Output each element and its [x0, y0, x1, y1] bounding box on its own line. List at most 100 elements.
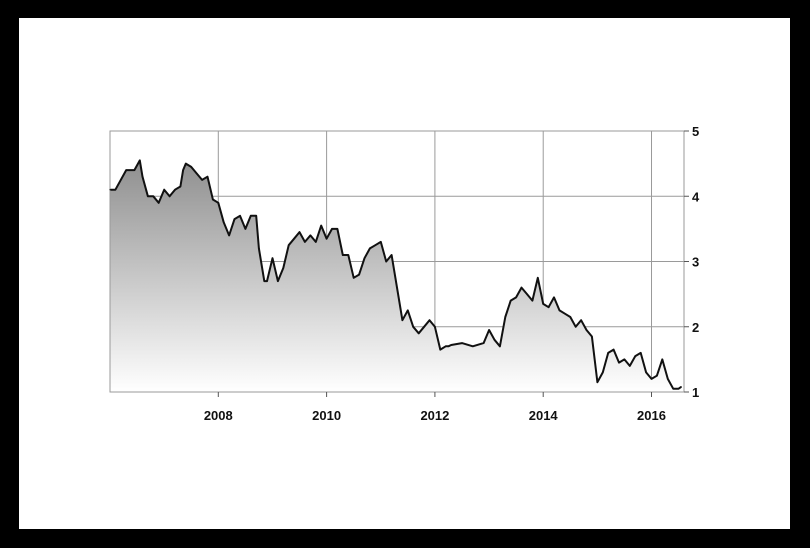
data-point [152, 195, 154, 197]
data-point [326, 238, 328, 240]
data-point [634, 355, 636, 357]
data-point [591, 335, 593, 338]
data-point [650, 378, 653, 380]
data-point [680, 386, 682, 388]
data-point [298, 231, 301, 233]
data-point [255, 215, 257, 217]
data-point [304, 241, 306, 243]
data-point [133, 169, 135, 171]
data-point [109, 189, 111, 191]
data-point [147, 195, 149, 197]
data-point [239, 215, 241, 217]
data-point [374, 244, 376, 246]
data-point [309, 234, 311, 236]
data-point [537, 277, 539, 279]
data-point [277, 280, 279, 282]
data-point [661, 358, 663, 360]
data-point [233, 218, 236, 220]
data-point [125, 169, 127, 171]
data-point [580, 319, 582, 321]
data-point [461, 342, 463, 344]
data-point [250, 215, 252, 217]
x-tick-label: 2016 [637, 408, 666, 423]
data-point [575, 326, 577, 328]
data-point [428, 319, 431, 321]
data-point [602, 371, 604, 373]
data-point [369, 247, 371, 249]
data-point [201, 179, 203, 181]
y-tick-label: 5 [692, 124, 699, 139]
data-point [217, 202, 219, 204]
data-point [158, 202, 160, 204]
y-tick-label: 2 [692, 320, 699, 335]
data-point [499, 345, 501, 347]
data-point [353, 277, 355, 279]
data-point [114, 189, 116, 191]
data-point [640, 352, 642, 354]
data-point [488, 329, 490, 331]
data-point [531, 300, 534, 302]
data-point [179, 185, 181, 188]
data-point [190, 166, 192, 168]
data-point [315, 241, 317, 243]
data-point [396, 287, 398, 289]
data-point [645, 371, 647, 373]
data-point [450, 344, 452, 346]
data-point [223, 221, 225, 223]
data-point [569, 316, 571, 318]
data-point [342, 254, 344, 256]
data-point [363, 257, 366, 259]
data-point [212, 198, 214, 201]
data-point [320, 225, 322, 227]
x-tick-label: 2014 [529, 408, 559, 423]
data-point [263, 280, 265, 282]
data-point [585, 329, 588, 331]
data-point [407, 309, 409, 311]
y-tick-label: 4 [692, 189, 700, 204]
data-point [358, 274, 360, 276]
data-point [336, 228, 338, 230]
y-tick-label: 1 [692, 385, 699, 400]
data-point [553, 296, 555, 298]
data-point [483, 342, 485, 344]
data-point [542, 303, 544, 305]
data-point [613, 349, 615, 351]
data-point [174, 189, 176, 191]
data-point [564, 313, 566, 315]
data-point [169, 195, 171, 197]
data-point [515, 296, 517, 298]
axis-ticks: 1 2 3 4 5 2008 2010 2012 2014 2016 [109, 124, 700, 423]
data-point [391, 254, 393, 256]
data-point [385, 260, 387, 263]
data-point [347, 254, 349, 256]
data-point [445, 345, 447, 347]
data-point [258, 247, 260, 249]
data-point [548, 306, 550, 308]
x-tick-label: 2008 [204, 408, 233, 423]
data-point [472, 345, 474, 347]
data-point [656, 375, 658, 377]
data-point [141, 176, 144, 178]
data-point [182, 169, 184, 171]
data-point [196, 172, 198, 174]
data-point [629, 365, 631, 367]
data-point [672, 388, 674, 390]
data-point [520, 287, 523, 289]
data-point [434, 326, 436, 328]
data-point [228, 234, 230, 236]
data-point [380, 241, 382, 243]
data-point [607, 352, 609, 354]
data-point [401, 319, 403, 321]
data-point [282, 267, 284, 269]
data-point [271, 257, 274, 259]
data-point [510, 300, 512, 302]
data-point [493, 339, 496, 341]
data-point [423, 326, 425, 328]
area-fill [110, 160, 682, 392]
data-point [418, 332, 420, 334]
x-tick-label: 2012 [420, 408, 449, 423]
data-point [206, 176, 209, 178]
y-tick-label: 3 [692, 255, 699, 270]
data-point [185, 163, 187, 165]
